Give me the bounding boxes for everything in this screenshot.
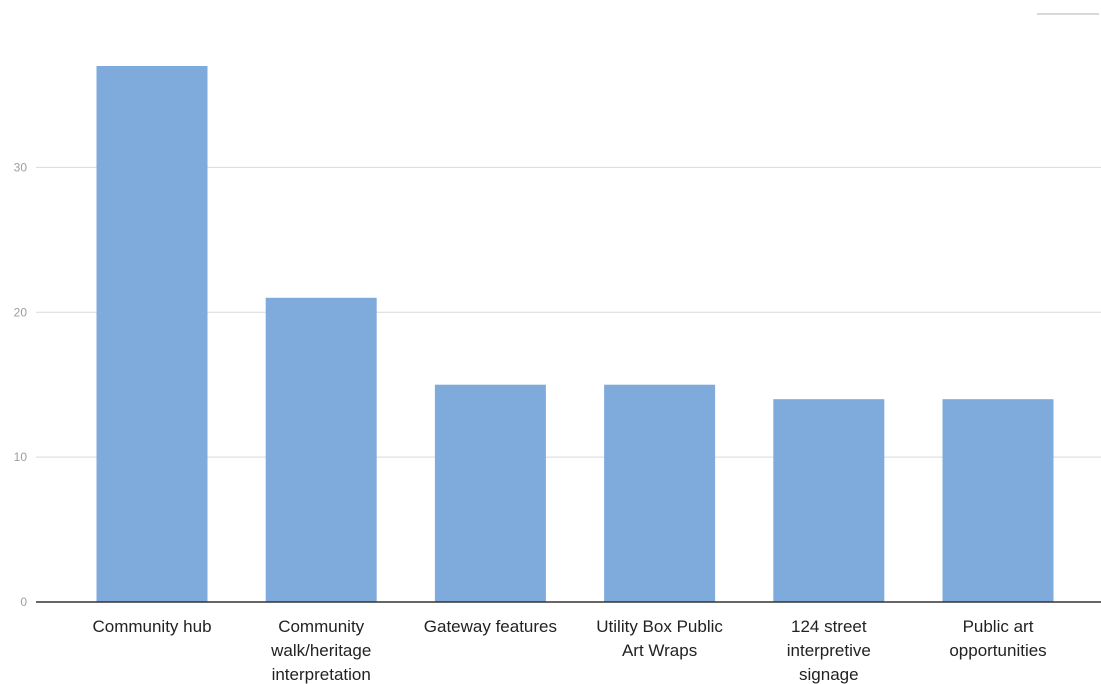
x-tick-label-line: 124 street xyxy=(791,617,867,636)
x-tick-label: Community hub xyxy=(92,617,211,636)
bar xyxy=(434,384,546,602)
y-tick-label: 0 xyxy=(20,595,27,609)
x-tick-label-line: Art Wraps xyxy=(622,641,697,660)
y-tick-label: 20 xyxy=(14,305,28,319)
x-tick-label: Public art opportunities xyxy=(949,617,1046,660)
bar xyxy=(773,399,885,602)
bars xyxy=(96,66,1054,602)
x-tick-label: Gateway features xyxy=(424,617,557,636)
x-tick-label-line: interpretive xyxy=(787,641,871,660)
x-tick-label-line: walk/heritage xyxy=(270,641,371,660)
bar xyxy=(265,297,377,602)
x-tick-label: 124 street interpretive signage xyxy=(787,617,871,684)
y-axis-tick-labels: 0 10 20 30 xyxy=(14,160,28,609)
bar xyxy=(96,66,208,602)
bar xyxy=(604,384,716,602)
x-tick-label-line: Utility Box Public xyxy=(596,617,723,636)
x-tick-label-line: Community xyxy=(278,617,364,636)
x-tick-label-line: Community hub xyxy=(92,617,211,636)
x-axis-category-labels: Community hub Community walk/heritage inter… xyxy=(92,617,1046,684)
x-tick-label: Utility Box Public Art Wraps xyxy=(596,617,723,660)
gridlines xyxy=(36,166,1101,458)
x-tick-label: Community walk/heritage interpretation xyxy=(270,617,371,684)
x-tick-label-line: Gateway features xyxy=(424,617,557,636)
x-tick-label-line: signage xyxy=(799,665,859,684)
y-tick-label: 30 xyxy=(14,160,28,174)
y-tick-label: 10 xyxy=(14,450,28,464)
x-tick-label-line: Public art xyxy=(963,617,1034,636)
bar xyxy=(942,399,1054,602)
x-tick-label-line: opportunities xyxy=(949,641,1046,660)
x-tick-label-line: interpretation xyxy=(272,665,371,684)
